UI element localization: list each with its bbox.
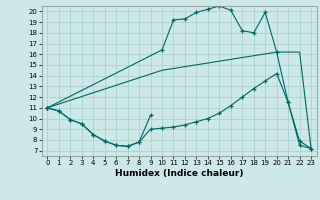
X-axis label: Humidex (Indice chaleur): Humidex (Indice chaleur) xyxy=(115,169,244,178)
